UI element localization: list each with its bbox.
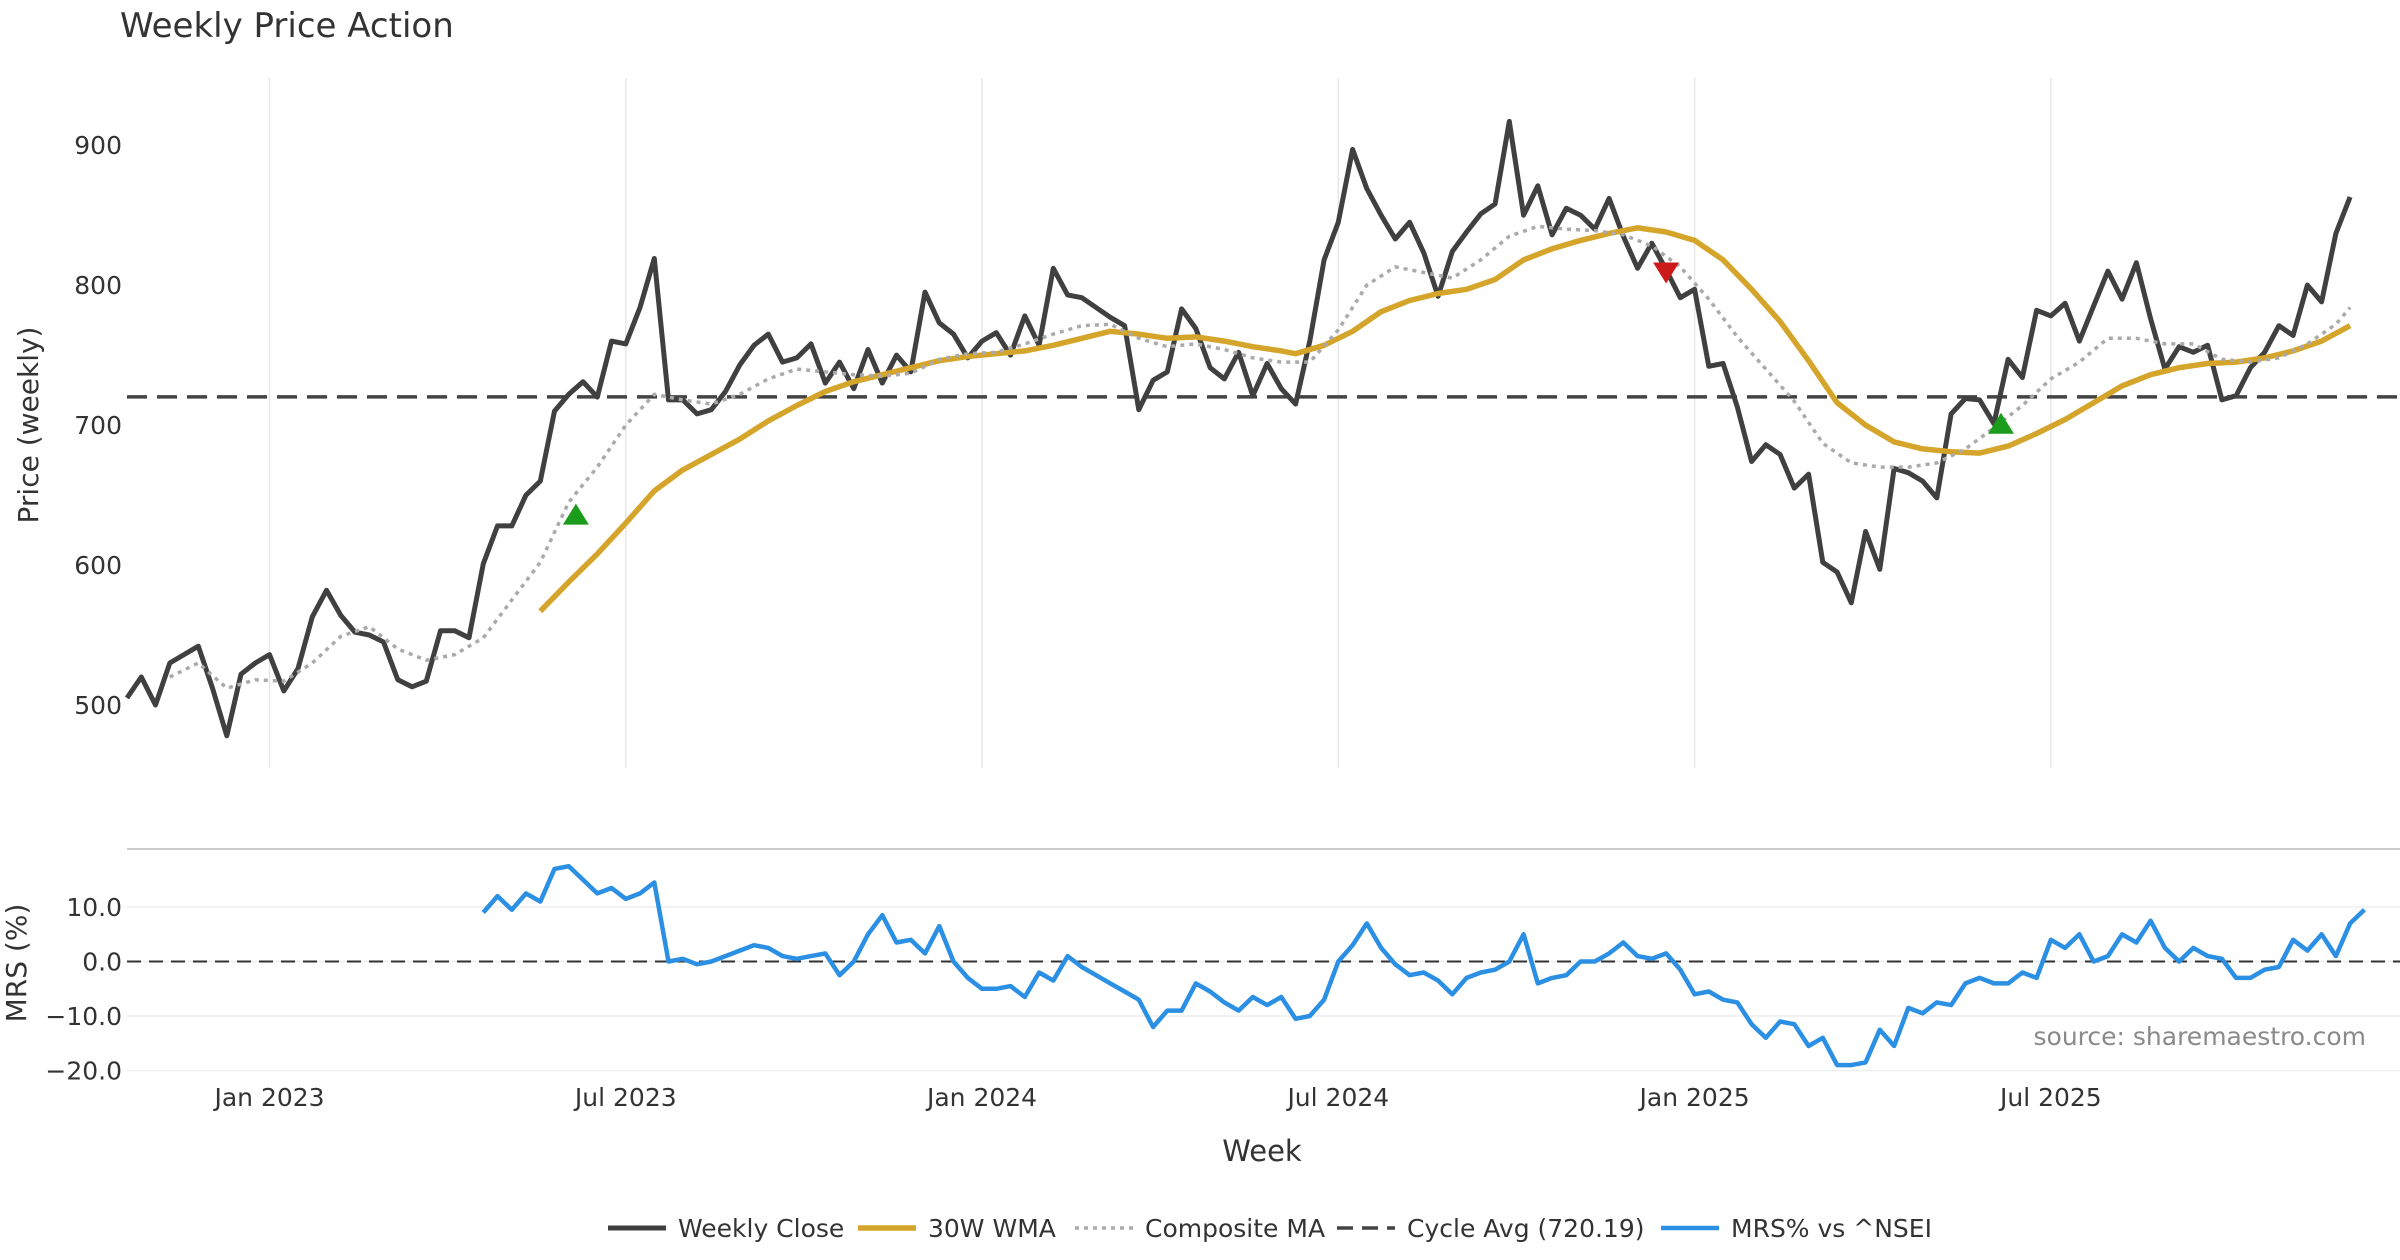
mrs-y-tick-label: 0.0 (82, 948, 122, 977)
buy-signal-marker (1987, 412, 2014, 434)
legend-label: MRS% vs ^NSEI (1731, 1214, 1932, 1243)
series-line-composite (169, 224, 2352, 690)
mrs-panel: −20.0 −10.0 0.0 10.0 MRS (%) source: sharem… (0, 863, 2400, 1086)
price-y-tick-label: 800 (74, 271, 122, 300)
source-label: source: sharemaestro.com (2034, 1022, 2367, 1051)
x-tick-label: Jan 2023 (212, 1083, 324, 1112)
mrs-y-axis-label: MRS (%) (0, 904, 33, 1023)
mrs-y-tick-label: −10.0 (45, 1002, 122, 1031)
series-line-close (124, 118, 2353, 739)
price-y-tick-label: 900 (74, 131, 122, 160)
price-series (124, 118, 2353, 739)
legend-label: Cycle Avg (720.19) (1407, 1214, 1645, 1243)
legend-label: Composite MA (1145, 1214, 1325, 1243)
legend-item-mrs: MRS% vs ^NSEI (1661, 1214, 1932, 1243)
x-tick-label: Jan 2024 (925, 1083, 1037, 1112)
legend-label: 30W WMA (928, 1214, 1056, 1243)
price-y-tick-label: 600 (74, 551, 122, 580)
x-tick-label: Jul 2023 (573, 1083, 677, 1112)
legend-item-composite: Composite MA (1075, 1214, 1325, 1243)
x-axis-label: Week (1222, 1134, 1302, 1168)
x-tick-label: Jul 2024 (1285, 1083, 1389, 1112)
mrs-y-ticks: −20.0 −10.0 0.0 10.0 (45, 893, 122, 1086)
price-gridlines (268, 78, 2052, 768)
price-y-tick-label: 500 (74, 691, 122, 720)
legend-item-cycle: Cycle Avg (720.19) (1337, 1214, 1645, 1243)
series-line-mrs (481, 863, 2366, 1068)
series-line-wma (538, 225, 2352, 614)
price-y-ticks: 500 600 700 800 900 (74, 131, 122, 720)
mrs-y-tick-label: 10.0 (66, 893, 122, 922)
x-tick-label: Jan 2025 (1638, 1083, 1750, 1112)
sell-signal-marker (1653, 262, 1680, 284)
buy-signal-marker (562, 503, 589, 525)
x-axis-ticks: Jan 2023 Jul 2023 Jan 2024 Jul 2024 Jan 2025… (212, 1083, 2101, 1112)
price-panel: 500 600 700 800 900 Price (weekly) (12, 78, 2400, 768)
chart-title: Weekly Price Action (120, 6, 454, 46)
mrs-series (481, 863, 2366, 1068)
x-tick-label: Jul 2025 (1998, 1083, 2102, 1112)
price-y-tick-label: 700 (74, 411, 122, 440)
price-y-axis-label: Price (weekly) (12, 327, 45, 524)
legend-item-wma: 30W WMA (858, 1214, 1056, 1243)
signal-markers (562, 262, 2014, 525)
legend-label: Weekly Close (678, 1214, 844, 1243)
legend-item-close: Weekly Close (608, 1214, 844, 1243)
mrs-y-tick-label: −20.0 (45, 1057, 122, 1086)
legend: Weekly Close 30W WMA Composite MA Cycle Avg… (608, 1214, 1932, 1243)
